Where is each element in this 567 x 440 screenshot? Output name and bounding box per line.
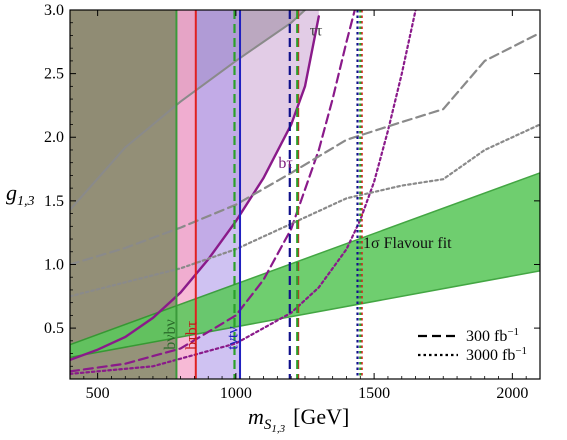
- y-tick-label: 3.0: [44, 2, 64, 19]
- y-tick-label: 2.0: [44, 129, 64, 146]
- x-tick-label: 2000: [496, 385, 528, 402]
- annotation-label: bτbτ: [183, 320, 200, 349]
- y-axis-label: g1,3: [6, 180, 35, 209]
- annotation-label: bνbν: [162, 319, 179, 349]
- x-tick-label: 500: [86, 385, 110, 402]
- plot-frame: 500 1000 1500 2000 0.5 1.0 1.5 2.0 2.5 3.0: [44, 2, 541, 402]
- plot-area: [70, 10, 540, 379]
- y-tick-label: 0.5: [44, 320, 64, 337]
- annotation-label: 1σ Flavour fit: [363, 235, 452, 252]
- annotation-label: bτ: [278, 155, 293, 172]
- y-tick-label: 1.0: [44, 256, 64, 273]
- curve-0: [70, 10, 306, 211]
- curve-5: [70, 123, 540, 298]
- annotations: ττ bτ 1σ Flavour fit bνbν bτbτ tνtν: [162, 22, 452, 349]
- x-tick-label: 1500: [358, 385, 390, 402]
- curve-2: [70, 10, 356, 373]
- flavour-fit-band: [70, 172, 540, 359]
- y-tick-label: 2.5: [44, 66, 64, 83]
- x-tick-label: 1000: [220, 385, 252, 402]
- curve-3: [70, 10, 417, 375]
- y-tick-label: 1.5: [44, 193, 64, 210]
- legend-label: 300 fb−1: [466, 326, 519, 345]
- x-axis-label: mS1,3 [GeV]: [248, 404, 349, 435]
- annotation-label: ττ: [310, 22, 323, 39]
- legend-label: 3000 fb−1: [466, 345, 527, 364]
- curve-4: [70, 31, 540, 266]
- annotation-label: tνtν: [224, 326, 241, 349]
